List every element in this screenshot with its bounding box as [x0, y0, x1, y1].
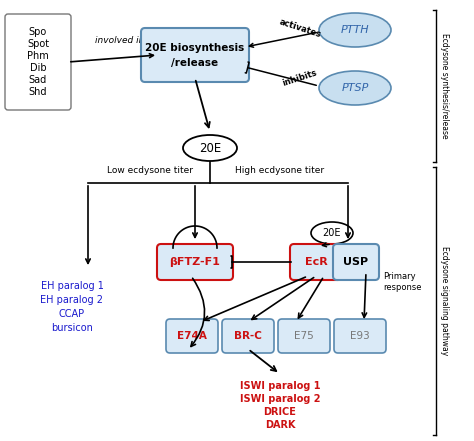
Text: βFTZ-F1: βFTZ-F1	[170, 257, 220, 267]
Text: ISWI paralog 1: ISWI paralog 1	[240, 381, 320, 391]
Text: Low ecdysone titer: Low ecdysone titer	[107, 166, 193, 175]
Text: CCAP: CCAP	[59, 309, 85, 319]
Text: involved in: involved in	[95, 36, 145, 45]
Text: Ecdysone signaling pathway: Ecdysone signaling pathway	[440, 247, 449, 355]
Text: E75: E75	[294, 331, 314, 341]
Text: Phm: Phm	[27, 51, 49, 61]
Text: EcR: EcR	[305, 257, 328, 267]
FancyBboxPatch shape	[290, 244, 342, 280]
Ellipse shape	[311, 222, 353, 244]
Text: High ecdysone titer: High ecdysone titer	[236, 166, 325, 175]
Text: USP: USP	[344, 257, 369, 267]
Text: E93: E93	[350, 331, 370, 341]
FancyBboxPatch shape	[334, 319, 386, 353]
Ellipse shape	[319, 71, 391, 105]
Text: E74A: E74A	[177, 331, 207, 341]
Text: Dib: Dib	[30, 63, 46, 73]
FancyBboxPatch shape	[157, 244, 233, 280]
Text: inhibits: inhibits	[282, 68, 319, 88]
FancyBboxPatch shape	[333, 244, 379, 280]
Text: /release: /release	[172, 58, 219, 68]
Ellipse shape	[183, 135, 237, 161]
Text: ISWI paralog 2: ISWI paralog 2	[240, 394, 320, 404]
Text: 20E: 20E	[323, 228, 341, 238]
Text: PTSP: PTSP	[341, 83, 369, 93]
Text: activates: activates	[278, 17, 322, 39]
FancyBboxPatch shape	[222, 319, 274, 353]
Text: 20E: 20E	[199, 142, 221, 154]
FancyBboxPatch shape	[278, 319, 330, 353]
Text: bursicon: bursicon	[51, 323, 93, 333]
FancyBboxPatch shape	[5, 14, 71, 110]
FancyBboxPatch shape	[166, 319, 218, 353]
Text: EH paralog 1: EH paralog 1	[41, 281, 103, 291]
Text: Spo: Spo	[29, 27, 47, 37]
Text: Spot: Spot	[27, 39, 49, 49]
Text: Shd: Shd	[29, 87, 47, 97]
FancyBboxPatch shape	[141, 28, 249, 82]
Text: Ecdysone synthesis/release: Ecdysone synthesis/release	[440, 33, 449, 139]
Text: DRICE: DRICE	[264, 407, 296, 417]
Text: BR-C: BR-C	[234, 331, 262, 341]
Text: PTTH: PTTH	[341, 25, 369, 35]
Text: Sad: Sad	[29, 75, 47, 85]
Text: EH paralog 2: EH paralog 2	[40, 295, 103, 305]
Text: DARK: DARK	[265, 420, 295, 430]
Ellipse shape	[319, 13, 391, 47]
Text: 20E biosynthesis: 20E biosynthesis	[146, 43, 245, 53]
Text: Primary
response: Primary response	[383, 272, 421, 292]
